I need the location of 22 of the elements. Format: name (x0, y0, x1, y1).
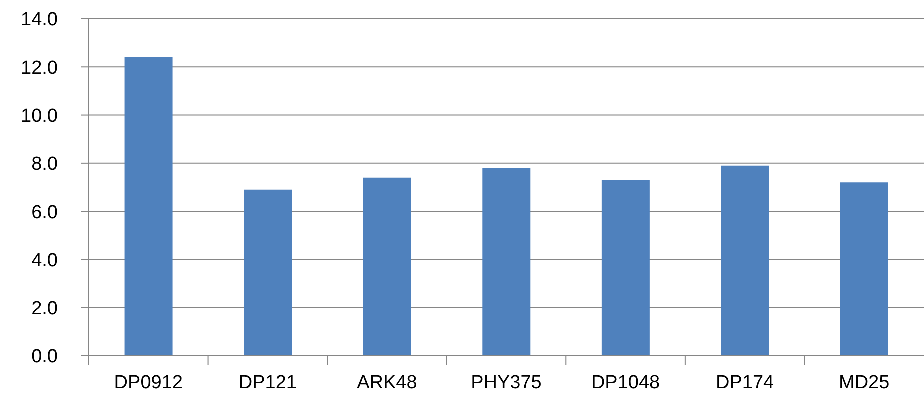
x-tick-label: DP0912 (114, 372, 183, 394)
bar (363, 178, 412, 356)
x-tick-label: DP1048 (591, 372, 660, 394)
bar (124, 58, 173, 356)
bar (840, 182, 888, 356)
x-tick-label: DP121 (238, 372, 297, 394)
x-tick-label: DP174 (716, 372, 775, 394)
bar (602, 180, 650, 356)
y-tick-label: 6.0 (32, 202, 58, 224)
bar (244, 190, 292, 356)
y-tick-label: 10.0 (21, 106, 58, 128)
bar (482, 168, 531, 356)
bar (721, 166, 770, 356)
x-tick-label: PHY375 (471, 372, 542, 394)
x-tick-label: ARK48 (357, 372, 418, 394)
y-tick-label: 14.0 (21, 10, 58, 31)
y-tick-label: 4.0 (32, 250, 58, 272)
y-tick-label: 2.0 (32, 298, 58, 320)
y-tick-label: 0.0 (32, 346, 58, 368)
y-tick-label: 12.0 (21, 58, 58, 79)
x-tick-label: MD25 (839, 372, 890, 394)
y-tick-label: 8.0 (32, 154, 58, 176)
